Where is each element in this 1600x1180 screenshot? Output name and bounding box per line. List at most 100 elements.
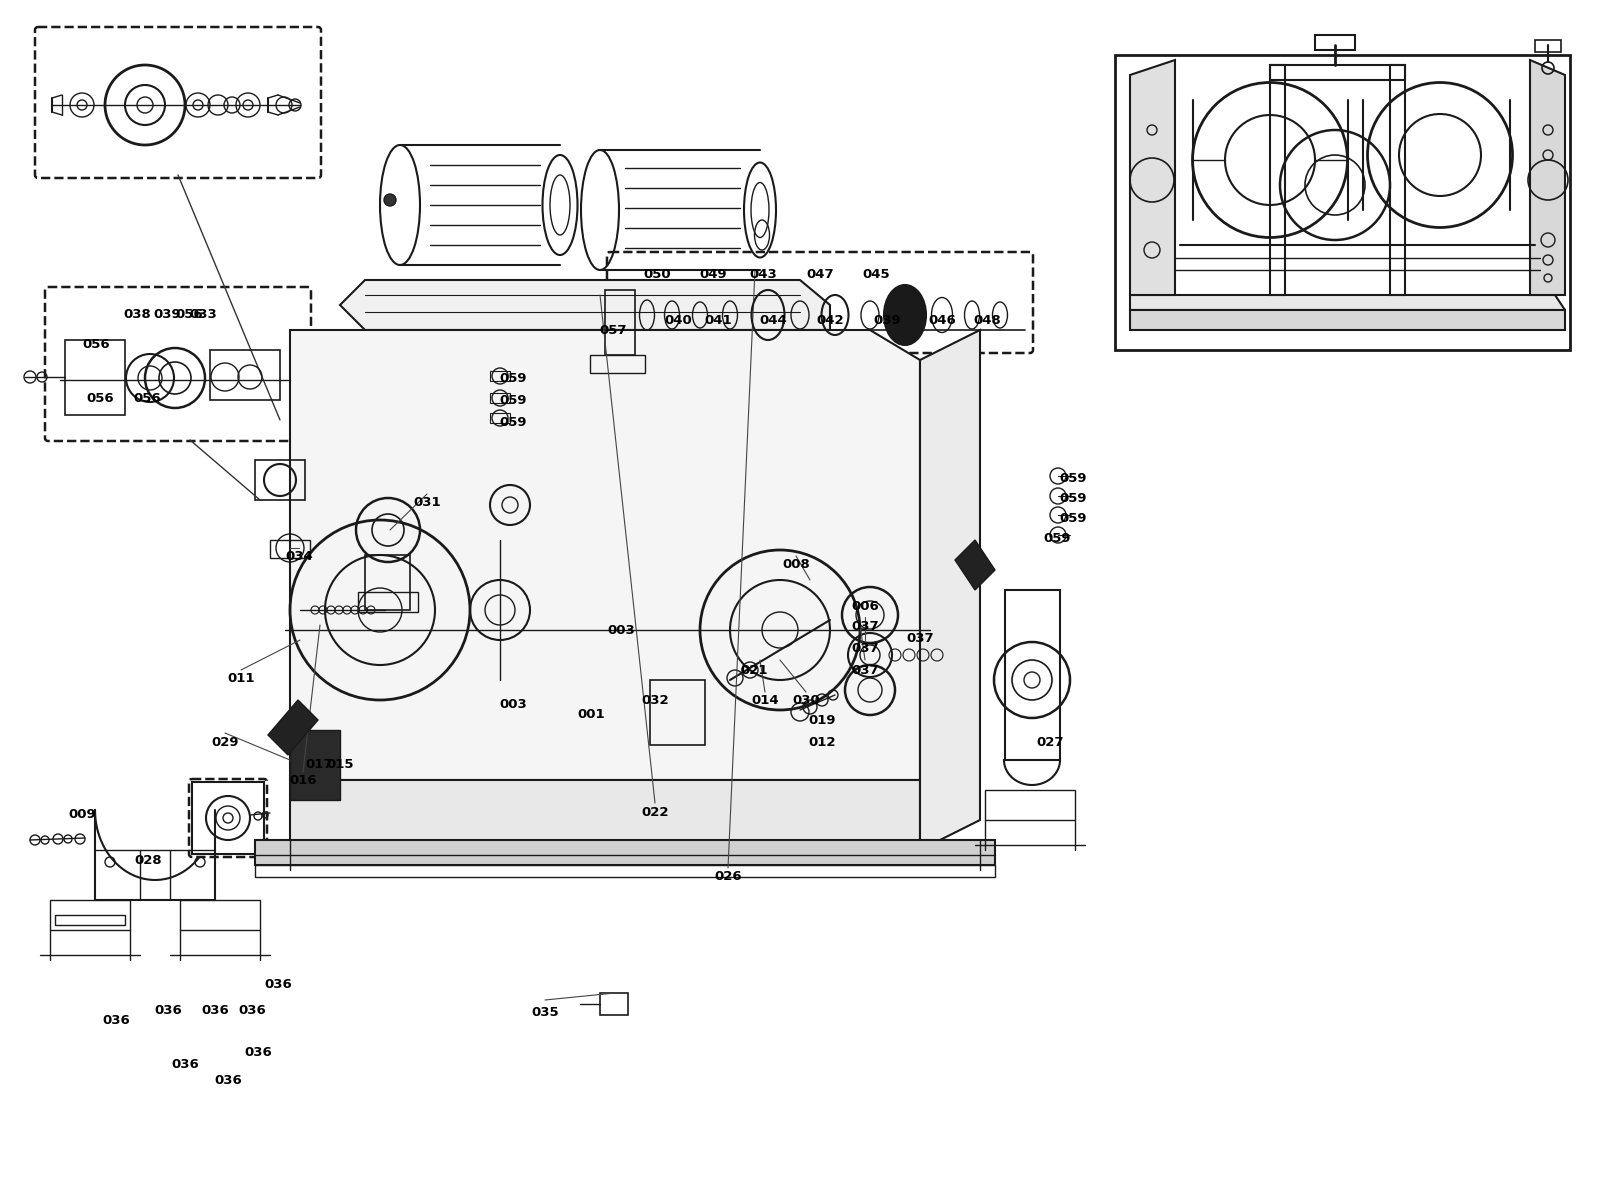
- Text: 037: 037: [851, 621, 878, 634]
- Text: 001: 001: [578, 708, 605, 721]
- Text: 029: 029: [211, 735, 238, 748]
- Text: 047: 047: [806, 269, 834, 282]
- Text: 027: 027: [1037, 735, 1064, 748]
- Bar: [210, 350, 280, 400]
- Text: 032: 032: [642, 694, 669, 707]
- Bar: [1315, 35, 1355, 50]
- Text: 036: 036: [202, 1003, 229, 1016]
- Bar: [365, 555, 410, 610]
- Bar: [270, 540, 310, 558]
- Text: 012: 012: [808, 735, 835, 748]
- Bar: [54, 914, 125, 925]
- FancyBboxPatch shape: [189, 779, 267, 857]
- Text: 048: 048: [973, 314, 1002, 327]
- Bar: [66, 340, 125, 415]
- Text: 059: 059: [1059, 511, 1086, 524]
- Text: 056: 056: [82, 337, 110, 350]
- Text: 036: 036: [238, 1003, 266, 1016]
- Text: 046: 046: [928, 314, 955, 327]
- Text: 037: 037: [906, 631, 934, 644]
- Text: 050: 050: [643, 269, 670, 282]
- Text: 037: 037: [851, 663, 878, 676]
- Text: 015: 015: [326, 759, 354, 772]
- Bar: [254, 865, 995, 877]
- Text: 059: 059: [1043, 531, 1070, 544]
- Polygon shape: [955, 540, 995, 590]
- Text: 031: 031: [413, 496, 442, 509]
- Circle shape: [384, 194, 397, 206]
- Text: 059: 059: [1059, 492, 1086, 505]
- Text: 028: 028: [134, 853, 162, 866]
- Text: 039: 039: [874, 314, 901, 327]
- Text: 036: 036: [245, 1045, 272, 1058]
- Text: 022: 022: [642, 806, 669, 819]
- Text: 030: 030: [792, 694, 819, 707]
- Polygon shape: [269, 700, 318, 755]
- Text: 035: 035: [531, 1005, 558, 1018]
- Text: 008: 008: [782, 557, 810, 570]
- Text: 038: 038: [123, 308, 150, 321]
- Text: 056: 056: [133, 392, 162, 405]
- Text: 056: 056: [86, 392, 114, 405]
- Ellipse shape: [883, 286, 926, 345]
- Bar: [590, 355, 645, 373]
- FancyBboxPatch shape: [837, 592, 942, 717]
- Bar: [1534, 40, 1562, 52]
- Text: 056: 056: [174, 308, 203, 321]
- Text: 039: 039: [154, 308, 181, 321]
- Text: 040: 040: [664, 314, 691, 327]
- Bar: [254, 460, 306, 500]
- Text: 059: 059: [1059, 472, 1086, 485]
- Bar: [192, 782, 264, 854]
- Bar: [179, 900, 259, 930]
- Text: 037: 037: [851, 642, 878, 655]
- Polygon shape: [290, 330, 920, 780]
- Polygon shape: [339, 280, 830, 330]
- Bar: [605, 290, 635, 355]
- Text: 036: 036: [102, 1014, 130, 1027]
- Text: 034: 034: [285, 550, 314, 563]
- Text: 043: 043: [749, 269, 778, 282]
- Text: 009: 009: [69, 808, 96, 821]
- Text: 042: 042: [816, 314, 843, 327]
- Text: 036: 036: [264, 978, 291, 991]
- Bar: [254, 840, 995, 865]
- Text: 041: 041: [704, 314, 731, 327]
- Polygon shape: [920, 330, 979, 850]
- Polygon shape: [1130, 60, 1174, 295]
- FancyBboxPatch shape: [45, 287, 310, 441]
- Bar: [600, 994, 627, 1015]
- Polygon shape: [1530, 60, 1565, 295]
- Text: 036: 036: [154, 1003, 182, 1016]
- Bar: [1270, 65, 1285, 295]
- Polygon shape: [290, 780, 920, 850]
- Text: 017: 017: [306, 759, 333, 772]
- Polygon shape: [290, 730, 339, 800]
- Text: 016: 016: [290, 774, 317, 787]
- Text: 011: 011: [227, 671, 254, 684]
- Polygon shape: [1130, 310, 1565, 330]
- Text: 059: 059: [499, 393, 526, 406]
- Bar: [1390, 65, 1405, 295]
- Text: 014: 014: [750, 694, 779, 707]
- Text: 003: 003: [499, 699, 526, 712]
- Bar: [50, 900, 130, 930]
- Bar: [650, 680, 706, 745]
- Text: 036: 036: [171, 1058, 198, 1071]
- FancyBboxPatch shape: [35, 27, 322, 178]
- Text: 003: 003: [606, 623, 635, 636]
- Text: 026: 026: [714, 871, 742, 884]
- Bar: [986, 789, 1075, 820]
- Text: 019: 019: [808, 714, 835, 727]
- Text: 021: 021: [741, 663, 768, 676]
- Text: 033: 033: [189, 308, 218, 321]
- Text: 057: 057: [600, 323, 627, 336]
- Bar: [1115, 55, 1570, 350]
- Text: 049: 049: [699, 269, 726, 282]
- Bar: [358, 592, 418, 612]
- Text: 059: 059: [499, 372, 526, 385]
- Text: 059: 059: [499, 415, 526, 428]
- Bar: [1270, 65, 1405, 80]
- Text: 036: 036: [214, 1074, 242, 1087]
- Text: 044: 044: [758, 314, 787, 327]
